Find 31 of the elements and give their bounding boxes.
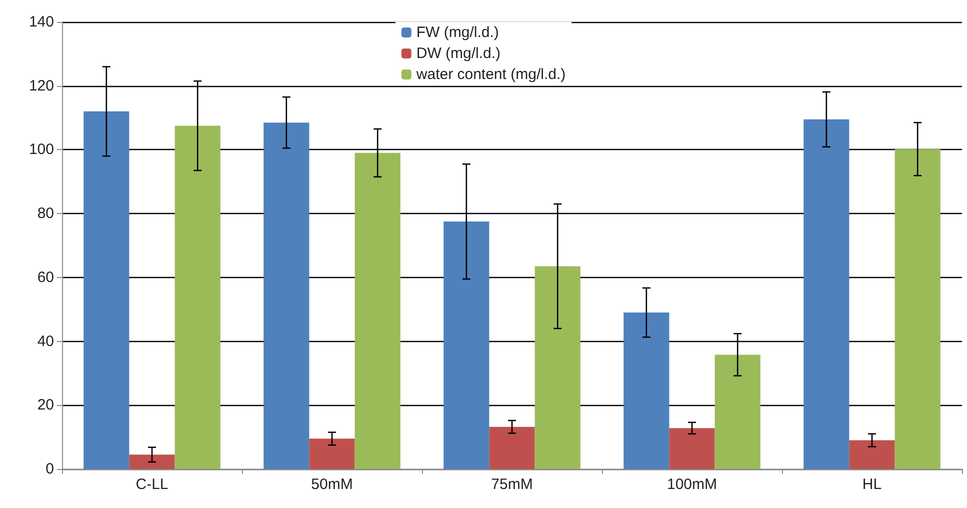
y-tick-label: 120 — [28, 77, 54, 94]
y-tick-label: 20 — [37, 396, 54, 414]
bar — [444, 222, 490, 469]
y-tick-label: 60 — [37, 268, 54, 286]
legend-label: DW (mg/l.d.) — [416, 45, 501, 62]
x-tick-label: 75mM — [491, 476, 533, 493]
x-tick-label: HL — [862, 476, 882, 493]
x-tick-label: C-LL — [136, 476, 168, 493]
y-tick-label: 40 — [37, 332, 54, 350]
bar — [354, 152, 400, 469]
y-tick-label: 100 — [28, 141, 54, 158]
bar — [489, 426, 535, 469]
legend-label: water content (mg/l.d.) — [415, 66, 566, 83]
y-tick-label: 140 — [28, 14, 54, 30]
y-tick-label: 80 — [37, 205, 54, 222]
y-tick-label: 0 — [46, 460, 54, 478]
bar — [309, 438, 355, 469]
x-tick-label: 50mM — [311, 476, 353, 493]
bar — [174, 126, 220, 469]
bar — [534, 266, 580, 469]
bar — [714, 354, 760, 469]
bar — [849, 440, 895, 469]
bar — [669, 428, 715, 469]
bar — [894, 149, 940, 469]
bar — [84, 111, 130, 469]
legend-label: FW (mg/l.d.) — [416, 24, 499, 41]
bar — [624, 312, 670, 469]
bar — [264, 122, 310, 469]
x-tick-label: 100mM — [666, 476, 718, 493]
bar — [804, 119, 850, 469]
bar — [129, 454, 175, 469]
